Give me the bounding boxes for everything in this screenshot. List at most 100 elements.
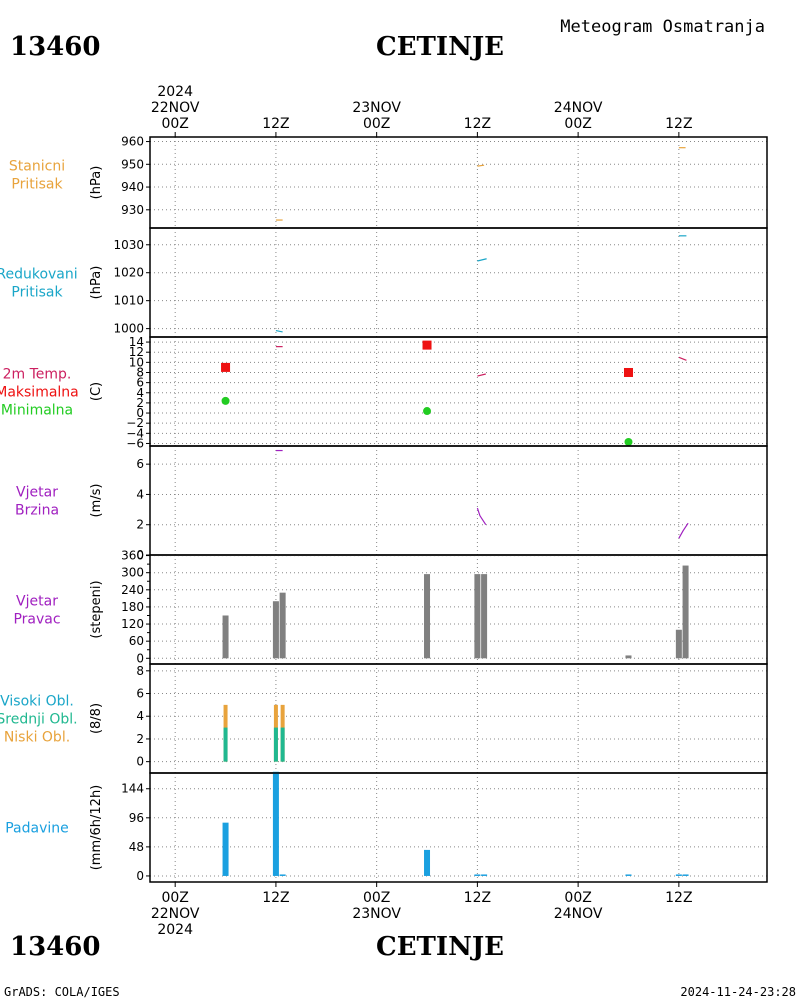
panel-label: Pritisak bbox=[11, 285, 63, 301]
y-tick-label: 8 bbox=[136, 365, 144, 379]
max-temp-point bbox=[623, 367, 633, 377]
y-tick-label: 4 bbox=[136, 709, 144, 723]
y-axis-label: (hPa) bbox=[89, 166, 104, 200]
x-tick-label: 24NOV bbox=[554, 100, 603, 116]
panel-label: Redukovani bbox=[0, 267, 78, 283]
series-line bbox=[477, 258, 487, 262]
panel-station_pressure: 930 940 950 960 (hPa) Stanicni Pritisak bbox=[9, 135, 768, 229]
panels: 930940950960(hPa)StanicniPritisak1000101… bbox=[0, 135, 768, 883]
bar bbox=[474, 874, 481, 876]
bar bbox=[625, 874, 632, 876]
bar bbox=[279, 592, 286, 659]
y-tick-label: 14 bbox=[129, 335, 144, 349]
y-axis-label: (C) bbox=[89, 382, 104, 401]
panel-wind_speed: 0 2 4 6 (m/s) Vjetar Brzina bbox=[15, 445, 768, 562]
panel-frame bbox=[149, 663, 768, 774]
bar bbox=[481, 874, 488, 876]
x-tick-label: 12Z bbox=[665, 116, 692, 132]
x-tick-label: 12Z bbox=[262, 890, 289, 906]
x-tick-label: 00Z bbox=[363, 116, 390, 132]
y-tick-label: 930 bbox=[121, 203, 144, 217]
y-tick-label: 950 bbox=[121, 157, 144, 171]
panel-precipitation: 0 48 96 144 (mm/6h/12h) Padavine bbox=[5, 771, 768, 883]
y-tick-label: 0 bbox=[136, 548, 144, 562]
panel-clouds: 0 2 4 6 8 (8/8) Visoki Obl. Srednji Obl. Niski O… bbox=[0, 663, 768, 774]
x-tick-label: 2024 bbox=[157, 922, 193, 938]
y-axis-label: (8/8) bbox=[89, 703, 104, 734]
panel-label: Visoki Obl. bbox=[0, 694, 74, 710]
y-tick-label: 10 bbox=[129, 355, 144, 369]
panel-reduced_pressure: 1000 1010 1020 1030 (hPa) Redukovani Pritisak bbox=[0, 227, 768, 338]
y-tick-label: 1020 bbox=[113, 266, 144, 280]
max-temp-point bbox=[422, 340, 432, 350]
series-line bbox=[476, 507, 487, 526]
bar bbox=[682, 565, 689, 659]
series-line bbox=[477, 373, 486, 377]
panel-frame bbox=[149, 336, 768, 447]
panel-label: Srednji Obl. bbox=[0, 712, 78, 728]
y-tick-label: 0 bbox=[136, 406, 144, 420]
panel-label: Minimalna bbox=[1, 403, 73, 419]
product-title: Meteogram Osmatranja bbox=[560, 17, 765, 37]
bar bbox=[272, 601, 279, 659]
panel-frame bbox=[149, 136, 768, 229]
y-tick-label: 120 bbox=[121, 617, 144, 631]
y-axis-label: (mm/6h/12h) bbox=[89, 785, 104, 871]
y-tick-label: 2 bbox=[136, 396, 144, 410]
y-tick-label: 8 bbox=[136, 664, 144, 678]
series-line bbox=[678, 522, 689, 539]
bar bbox=[424, 849, 431, 876]
x-tick-label: 22NOV bbox=[151, 100, 200, 116]
min-temp-point bbox=[221, 396, 230, 405]
min-temp-point bbox=[423, 407, 432, 416]
y-axis-label: (m/s) bbox=[89, 484, 104, 518]
footer-left: GrADS: COLA/IGES bbox=[4, 985, 120, 999]
y-tick-label: 0 bbox=[136, 651, 144, 665]
y-axis-label: (stepeni) bbox=[89, 580, 104, 638]
y-tick-label: 48 bbox=[129, 840, 144, 854]
y-tick-label: 6 bbox=[136, 376, 144, 390]
y-tick-label: 6 bbox=[136, 687, 144, 701]
x-tick-label: 00Z bbox=[564, 890, 591, 906]
y-tick-label: 960 bbox=[121, 135, 144, 149]
min-temp-point bbox=[624, 437, 633, 446]
bar bbox=[424, 574, 431, 659]
x-tick-label: 24NOV bbox=[554, 906, 603, 922]
x-tick-label: 12Z bbox=[262, 116, 289, 132]
panel-label: Brzina bbox=[15, 503, 59, 519]
x-tick-label: 00Z bbox=[161, 116, 188, 132]
panel-label: Pritisak bbox=[11, 177, 63, 193]
panel-label: Maksimalna bbox=[0, 385, 79, 401]
panel-label: Vjetar bbox=[16, 485, 58, 501]
y-tick-label: 60 bbox=[129, 634, 144, 648]
y-tick-label: 6 bbox=[136, 457, 144, 471]
bar bbox=[280, 727, 285, 762]
y-tick-label: 4 bbox=[136, 487, 144, 501]
y-tick-label: 2 bbox=[136, 732, 144, 746]
y-tick-label: 360 bbox=[121, 549, 144, 563]
station-id-bottom: 13460 bbox=[10, 932, 100, 962]
station-id-top: 13460 bbox=[10, 32, 100, 62]
y-tick-label: 940 bbox=[121, 180, 144, 194]
panel-frame bbox=[149, 554, 768, 665]
y-tick-label: 0 bbox=[136, 869, 144, 883]
y-tick-label: 1000 bbox=[113, 322, 144, 336]
x-tick-label: 00Z bbox=[564, 116, 591, 132]
max-temp-point bbox=[221, 362, 231, 372]
y-tick-label: 1010 bbox=[113, 294, 144, 308]
y-tick-label: 96 bbox=[129, 811, 144, 825]
panel-label: Stanicni bbox=[9, 159, 65, 175]
y-tick-label: 12 bbox=[129, 345, 144, 359]
bar bbox=[273, 727, 278, 762]
panel-label: 2m Temp. bbox=[3, 367, 72, 383]
x-tick-label: 22NOV bbox=[151, 906, 200, 922]
station-name-top: CETINJE bbox=[376, 32, 504, 62]
y-tick-label: 4 bbox=[136, 386, 144, 400]
station-name-bottom: CETINJE bbox=[376, 932, 504, 962]
bar bbox=[675, 629, 682, 659]
y-tick-label: −4 bbox=[126, 426, 144, 440]
